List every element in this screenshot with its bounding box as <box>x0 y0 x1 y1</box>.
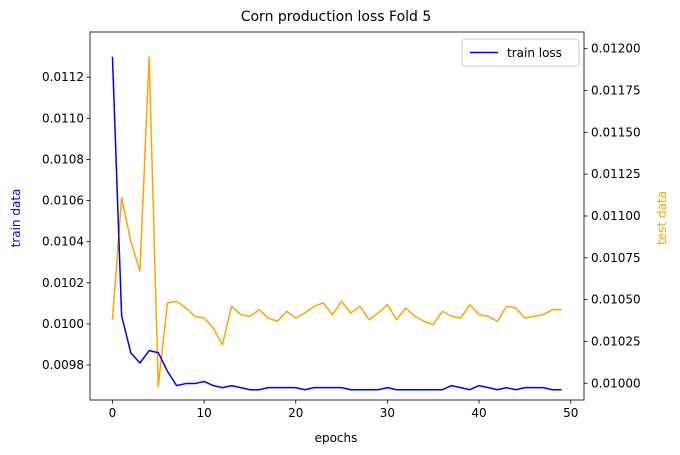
right-y-tick-label: 0.01100 <box>591 209 641 223</box>
x-tick-label: 10 <box>196 406 211 420</box>
right-y-tick-label: 0.01025 <box>591 334 641 348</box>
legend-train-loss-label: train loss <box>507 46 562 60</box>
left-y-tick-label: 0.0098 <box>42 358 84 372</box>
x-axis-label: epochs <box>315 431 358 445</box>
right-y-tick-label: 0.01175 <box>591 84 641 98</box>
legend-box <box>461 38 580 67</box>
right-y-tick-label: 0.01050 <box>591 293 641 307</box>
right-y-tick-label: 0.01075 <box>591 251 641 265</box>
legend: train loss <box>461 38 580 67</box>
left-y-tick-label: 0.0106 <box>42 194 84 208</box>
right-y-tick-label: 0.01200 <box>591 42 641 56</box>
chart-title: Corn production loss Fold 5 <box>241 9 432 25</box>
right-y-tick-label: 0.01000 <box>591 376 641 390</box>
x-tick-label: 20 <box>288 406 303 420</box>
x-tick-label: 50 <box>563 406 578 420</box>
x-tick-label: 0 <box>109 406 117 420</box>
train-loss-line <box>111 56 562 391</box>
right-y-tick-label: 0.01125 <box>591 167 641 181</box>
left-y-tick-label: 0.0104 <box>42 235 84 249</box>
right-y-axis-label: test data <box>655 191 669 245</box>
left-y-tick-label: 0.0102 <box>42 276 84 290</box>
test-loss-line <box>111 56 562 388</box>
left-y-tick-label: 0.0108 <box>42 152 84 166</box>
right-y-tick-label: 0.01150 <box>591 125 641 139</box>
left-y-tick-label: 0.0112 <box>42 70 84 84</box>
x-tick-label: 40 <box>471 406 486 420</box>
x-tick-label: 30 <box>380 406 395 420</box>
plot-area <box>111 56 562 391</box>
left-y-axis-label: train data <box>9 189 23 248</box>
left-y-tick-label: 0.0110 <box>42 111 84 125</box>
axes: 0 10 20 30 40 50 0.0098 0.0100 0.0102 0.0104 0.010… <box>42 31 641 420</box>
left-y-tick-label: 0.0100 <box>42 317 84 331</box>
